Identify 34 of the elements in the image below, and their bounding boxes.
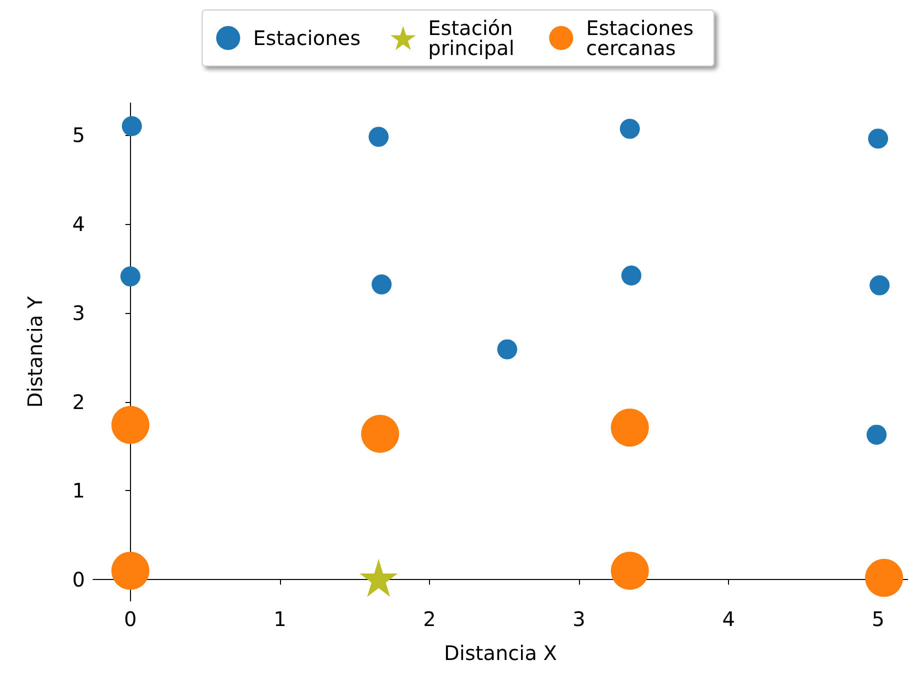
point: [497, 339, 518, 360]
x-tick-label: 0: [124, 607, 137, 631]
point: [621, 266, 642, 286]
point: [372, 274, 392, 294]
legend-label: Estaciones cercanas: [586, 16, 700, 60]
x-tick-label: 5: [872, 607, 884, 631]
point: [620, 118, 640, 139]
point: [865, 558, 904, 597]
x-tick-label: 3: [572, 607, 586, 631]
point: [610, 552, 649, 590]
y-tick-label: 5: [72, 123, 85, 148]
legend-label: Estación principal: [428, 16, 520, 60]
point: [122, 116, 142, 136]
point: [361, 414, 400, 453]
y-tick-label: 0: [72, 568, 85, 592]
point: [111, 406, 150, 444]
y-tick-label: 4: [72, 212, 85, 236]
y-axis-title: Distancia Y: [23, 295, 47, 408]
legend-label: Estaciones: [253, 26, 361, 50]
point: [368, 126, 389, 147]
point: [866, 424, 887, 445]
point: [360, 558, 398, 597]
point: [868, 128, 888, 149]
x-axis-title: Distancia X: [444, 641, 558, 665]
point: [610, 408, 649, 447]
x-tick-label: 2: [423, 607, 436, 631]
point: [120, 266, 140, 286]
y-tick-label: 1: [72, 478, 85, 503]
point: [870, 275, 890, 296]
point: [111, 552, 150, 590]
x-tick-label: 4: [722, 607, 735, 631]
x-tick-label: 1: [274, 607, 286, 631]
y-tick-label: 2: [72, 390, 85, 414]
y-tick-label: 3: [72, 300, 85, 325]
